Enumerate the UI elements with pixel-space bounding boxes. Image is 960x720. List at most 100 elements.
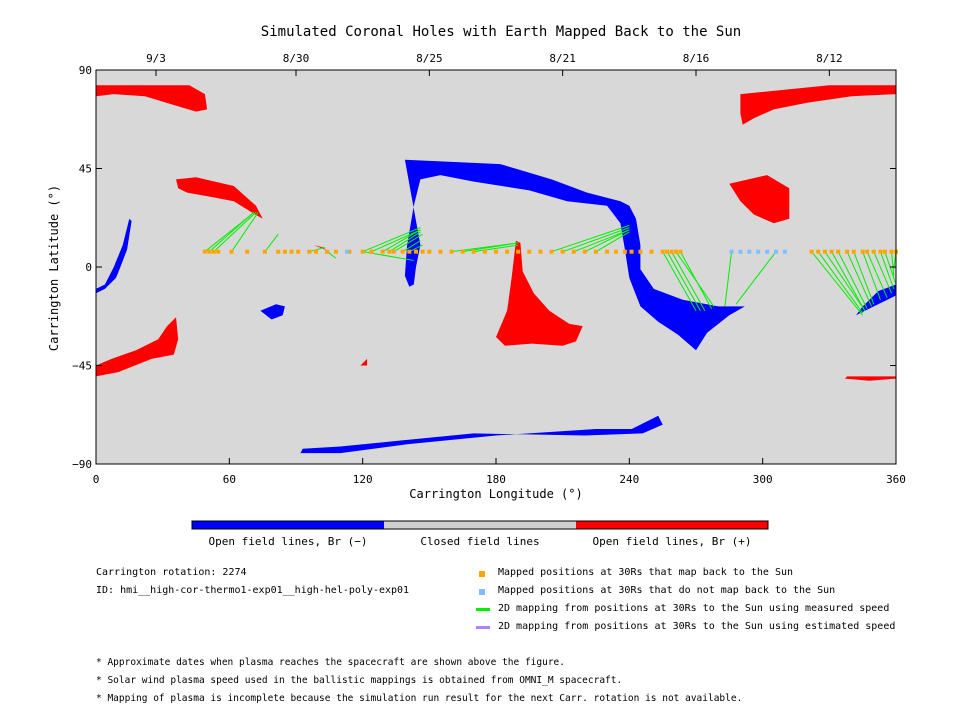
mapped-position-point bbox=[207, 249, 212, 254]
mapping-line-measured bbox=[473, 244, 519, 253]
mapping-line-measured bbox=[362, 227, 421, 253]
mapped-position-point bbox=[638, 249, 643, 254]
mapping-line-measured bbox=[231, 211, 259, 252]
mapping-line-measured bbox=[595, 231, 630, 253]
mapped-position-point bbox=[414, 249, 418, 254]
mapped-position-point bbox=[505, 249, 510, 254]
mapped-position-point bbox=[438, 249, 443, 254]
mapping-line-measured bbox=[264, 233, 279, 252]
mapping-line-measured bbox=[680, 251, 712, 309]
mapped-position-point bbox=[660, 249, 665, 254]
coronal-hole-negative bbox=[260, 304, 285, 320]
y-tick-label: 90 bbox=[79, 64, 92, 77]
date-tick-label: 9/3 bbox=[146, 52, 166, 65]
mapping-line-measured bbox=[831, 251, 866, 312]
mapping-line-measured bbox=[551, 224, 630, 253]
mapped-position-point bbox=[202, 249, 207, 254]
coronal-hole-negative bbox=[300, 415, 663, 454]
colorbar-label-negative: Open field lines, Br (−) bbox=[209, 535, 368, 548]
colorbar-label-closed: Closed field lines bbox=[420, 535, 539, 548]
legend-label: 2D mapping from positions at 30Rs to the… bbox=[498, 603, 890, 614]
mapped-position-point bbox=[851, 249, 856, 254]
mapped-position-point bbox=[871, 249, 876, 254]
legend-swatch-measured bbox=[476, 608, 490, 611]
mapped-position-point bbox=[516, 249, 521, 254]
mapping-lines-layer bbox=[204, 211, 897, 316]
mapped-position-point bbox=[482, 249, 487, 254]
y-tick-label: −90 bbox=[72, 458, 92, 471]
unmapped-position-point bbox=[729, 249, 734, 254]
mapped-position-point bbox=[614, 249, 618, 254]
mapping-line-measured bbox=[891, 251, 895, 276]
mapping-line-measured bbox=[862, 251, 881, 301]
mapped-position-point bbox=[449, 249, 454, 254]
x-tick-label: 180 bbox=[486, 473, 506, 486]
date-tick-label: 8/12 bbox=[816, 52, 843, 65]
mapped-position-point bbox=[420, 249, 425, 254]
mapped-points-layer bbox=[202, 249, 898, 254]
y-tick-label: −45 bbox=[72, 360, 92, 373]
mapping-line-measured bbox=[209, 211, 255, 253]
mapped-position-point bbox=[622, 249, 627, 254]
mapped-position-point bbox=[889, 249, 894, 254]
y-tick-label: 45 bbox=[79, 163, 92, 176]
coronal-hole-positive bbox=[96, 317, 179, 377]
x-tick-label: 60 bbox=[223, 473, 236, 486]
unmapped-position-point bbox=[765, 249, 770, 254]
mapped-position-point bbox=[427, 249, 432, 254]
colorbar-label-positive: Open field lines, Br (+) bbox=[593, 535, 752, 548]
mapped-position-point bbox=[262, 249, 267, 254]
mapping-line-measured bbox=[837, 251, 868, 309]
unmapped-position-point bbox=[774, 249, 778, 254]
mapped-position-point bbox=[276, 249, 281, 254]
mapping-line-measured bbox=[573, 229, 630, 253]
legend-swatch-mapped bbox=[479, 571, 485, 577]
note-incomplete: * Mapping of plasma is incomplete becaus… bbox=[96, 693, 743, 704]
axes-layer: 0 60 120 180 240 300 360 90 45 0 −45 −90 9/3 8/30 8/25… bbox=[72, 52, 906, 486]
mapped-position-point bbox=[594, 249, 598, 254]
unmapped-position-point bbox=[747, 249, 752, 254]
mapping-line-measured bbox=[671, 251, 706, 312]
mapped-position-point bbox=[878, 249, 883, 254]
colorbar-positive bbox=[576, 521, 768, 529]
mapped-position-point bbox=[865, 249, 870, 254]
x-tick-label: 120 bbox=[353, 473, 373, 486]
simulation-id-text: ID: hmi__high-cor-thermo1-exp01__high-he… bbox=[96, 585, 410, 596]
mapped-position-point bbox=[325, 249, 330, 254]
mapping-line-measured bbox=[409, 244, 423, 253]
mapped-position-point bbox=[809, 249, 814, 254]
colorbar-negative bbox=[192, 521, 384, 529]
mapped-position-point bbox=[460, 249, 465, 254]
note-wind-speed: * Solar wind plasma speed used in the ba… bbox=[96, 675, 623, 686]
x-axis-label: Carrington Longitude (°) bbox=[409, 487, 582, 501]
mapped-position-point bbox=[471, 249, 476, 254]
unmapped-position-point bbox=[782, 249, 787, 254]
mapped-position-point bbox=[289, 249, 294, 254]
mapped-position-point bbox=[296, 249, 301, 254]
x-tick-label: 0 bbox=[93, 473, 100, 486]
chart-title: Simulated Coronal Holes with Earth Mappe… bbox=[261, 24, 741, 40]
coronal-hole-negative bbox=[404, 159, 745, 351]
mapping-line-measured bbox=[846, 251, 873, 307]
mapped-position-point bbox=[665, 249, 670, 254]
mapping-line-measured bbox=[382, 229, 421, 253]
coronal-hole-negative bbox=[96, 218, 132, 294]
legend-swatch-unmapped bbox=[479, 589, 485, 595]
mapped-position-point bbox=[549, 249, 554, 254]
mapped-position-point bbox=[816, 249, 821, 254]
mapped-position-point bbox=[282, 249, 287, 254]
legend-label: 2D mapping from positions at 30Rs to the… bbox=[498, 621, 896, 632]
mapped-position-point bbox=[560, 249, 565, 254]
coronal-hole-positive bbox=[740, 85, 896, 125]
mapped-position-point bbox=[845, 249, 850, 254]
x-tick-label: 300 bbox=[753, 473, 773, 486]
mapped-position-point bbox=[494, 249, 498, 254]
mapping-line-measured bbox=[824, 251, 866, 312]
mapped-position-point bbox=[360, 249, 365, 254]
mapping-line-measured bbox=[884, 251, 897, 285]
date-tick-label: 8/16 bbox=[683, 52, 710, 65]
plot-background bbox=[96, 70, 896, 464]
coronal-hole-positive bbox=[729, 175, 790, 224]
mapping-line-measured bbox=[662, 251, 697, 312]
